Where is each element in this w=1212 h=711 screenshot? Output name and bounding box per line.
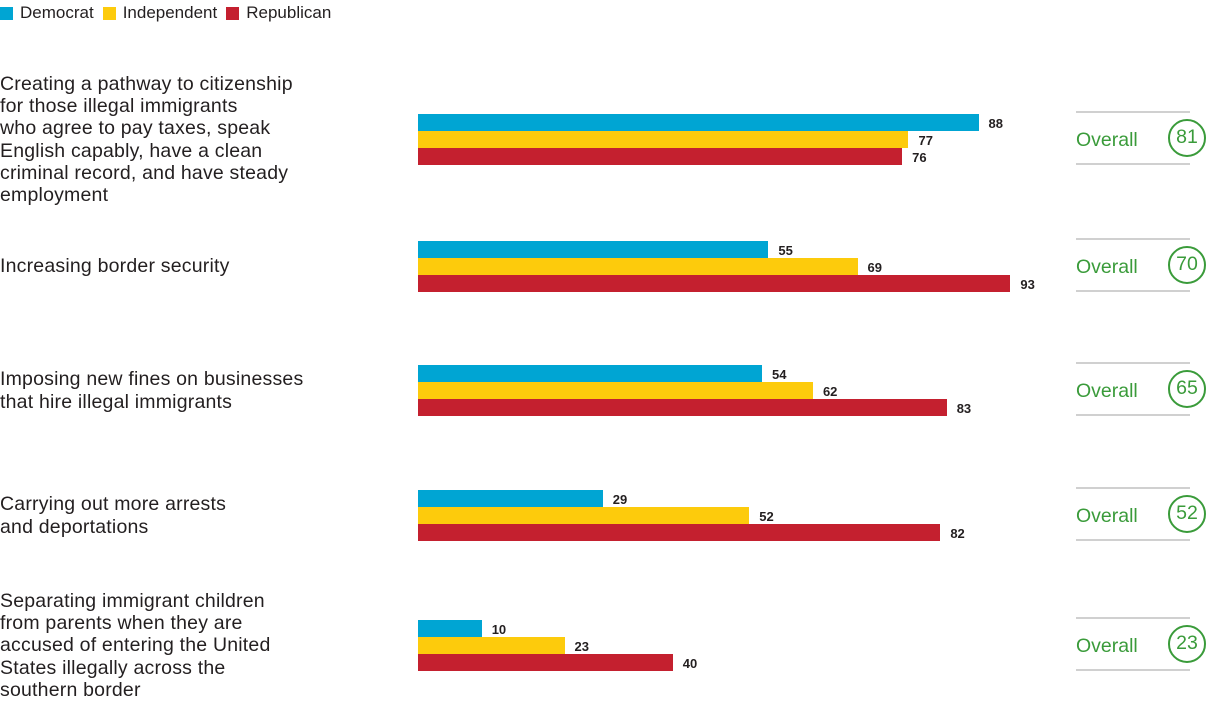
overall-rule-top [1076, 110, 1190, 113]
category-row: Carrying out more arrests and deportatio… [0, 484, 1212, 574]
bar-value-label: 62 [822, 384, 838, 399]
bar-republican [418, 654, 673, 671]
bar-value-label: 82 [950, 526, 965, 541]
category-label: Carrying out more arrests and deportatio… [0, 493, 227, 538]
legend-swatch [102, 6, 116, 20]
overall-rule-top [1076, 486, 1190, 489]
overall-value: 23 [1168, 624, 1206, 663]
category-row: Imposing new fines on businesses that hi… [0, 356, 1212, 446]
overall-rule-bottom [1076, 289, 1190, 292]
bar-value-label: 10 [491, 622, 507, 637]
legend-item: Republican [226, 3, 331, 23]
overall-rule-bottom [1076, 162, 1190, 165]
bar-democrat [418, 620, 482, 637]
bar-democrat [418, 241, 769, 258]
bar-independent [418, 507, 750, 524]
overall-value: 81 [1168, 118, 1206, 157]
legend-swatch [0, 6, 13, 20]
overall-rule-top [1076, 237, 1190, 240]
bar-value-label: 69 [867, 260, 882, 275]
category-row: Creating a pathway to citizenship for th… [0, 66, 1212, 216]
overall-badge: Overall 65 [1076, 361, 1212, 417]
overall-badge: Overall 52 [1076, 486, 1212, 542]
overall-rule-bottom [1076, 413, 1190, 416]
overall-value: 65 [1168, 369, 1206, 408]
overall-value: 70 [1168, 245, 1206, 284]
legend-label: Democrat [20, 3, 94, 22]
bar-republican [418, 524, 941, 541]
category-label: Creating a pathway to citizenship for th… [0, 72, 293, 206]
bar-democrat [418, 365, 762, 382]
overall-rule-bottom [1076, 668, 1190, 671]
bar-value-label: 29 [612, 492, 628, 507]
overall-label: Overall [1076, 128, 1138, 151]
bar-democrat [418, 490, 603, 507]
bar-republican [418, 399, 947, 416]
bar-independent [418, 258, 858, 275]
legend-swatch [226, 6, 240, 20]
bar-independent [418, 637, 565, 654]
bar-independent [418, 382, 813, 399]
bar-republican [418, 148, 903, 165]
legend-item: Independent [102, 3, 218, 23]
bar-value-label: 52 [759, 509, 774, 524]
overall-label: Overall [1076, 504, 1138, 527]
overall-rule-bottom [1076, 538, 1190, 541]
legend-label: Independent [122, 3, 218, 22]
category-row: Separating immigrant children from paren… [0, 584, 1212, 710]
overall-badge: Overall 23 [1076, 616, 1212, 672]
bar-value-label: 55 [778, 243, 793, 258]
overall-badge: Overall 81 [1076, 110, 1212, 166]
overall-label: Overall [1076, 255, 1138, 278]
bar-value-label: 54 [771, 367, 787, 382]
bar-democrat [418, 114, 979, 131]
legend-item: Democrat [0, 3, 94, 23]
legend-label: Republican [246, 3, 332, 22]
bar-independent [418, 131, 909, 148]
overall-rule-top [1076, 361, 1190, 364]
category-row: Increasing border security 55 69 93 Overall 7… [0, 230, 1212, 320]
bar-value-label: 93 [1020, 277, 1035, 292]
overall-rule-top [1076, 616, 1190, 619]
legend: Democrat Independent Republican [0, 2, 340, 24]
bar-value-label: 23 [574, 639, 589, 654]
bar-value-label: 83 [956, 401, 972, 416]
overall-label: Overall [1076, 634, 1138, 657]
overall-label: Overall [1076, 379, 1138, 402]
bar-value-label: 76 [912, 150, 927, 165]
bar-republican [418, 275, 1011, 292]
category-label: Increasing border security [0, 255, 230, 278]
bar-value-label: 77 [918, 133, 933, 148]
overall-value: 52 [1168, 494, 1206, 533]
overall-badge: Overall 70 [1076, 237, 1212, 293]
bar-value-label: 40 [682, 656, 698, 671]
category-label: Imposing new fines on businesses that hi… [0, 368, 304, 413]
bar-value-label: 88 [988, 116, 1004, 131]
category-label: Separating immigrant children from paren… [0, 590, 271, 701]
